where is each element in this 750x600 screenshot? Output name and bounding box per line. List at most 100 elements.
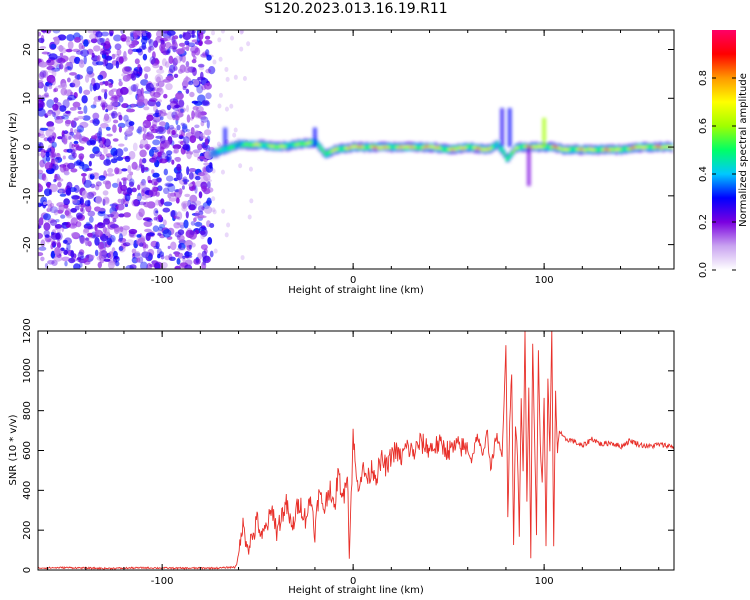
noise-speckle [166, 111, 174, 120]
noise-speckle [211, 196, 216, 202]
noise-speckle [197, 205, 205, 212]
noise-speckle [106, 237, 113, 246]
signal-band-cell [526, 145, 529, 148]
noise-speckle [181, 123, 188, 130]
noise-speckle [92, 146, 100, 154]
noise-speckle [163, 35, 171, 42]
noise-speckle [91, 135, 98, 140]
noise-speckle [41, 51, 50, 55]
noise-speckle [53, 255, 63, 262]
signal-band-cell [324, 152, 327, 155]
noise-speckle [52, 103, 59, 111]
signal-band-cell [239, 143, 242, 146]
noise-speckle [71, 232, 80, 238]
signal-band-cell [608, 146, 611, 151]
noise-speckle [57, 34, 67, 41]
noise-speckle [155, 210, 159, 214]
noise-speckle [103, 218, 110, 225]
noise-speckle [122, 242, 131, 247]
noise-speckle [141, 178, 146, 186]
noise-speckle [218, 92, 223, 98]
snr-y-tick-label: 200 [22, 521, 33, 540]
signal-band-cell [322, 150, 325, 153]
noise-speckle [131, 199, 139, 207]
noise-speckle [104, 89, 108, 93]
noise-speckle [159, 65, 163, 71]
noise-speckle [87, 210, 96, 217]
noise-speckle [191, 100, 199, 104]
signal-band-cell [572, 147, 575, 151]
signal-band-cell [255, 142, 258, 146]
noise-speckle [57, 181, 62, 188]
signal-band-cell [640, 146, 644, 149]
noise-speckle [55, 152, 61, 161]
noise-speckle [197, 215, 207, 219]
noise-speckle [184, 65, 192, 74]
noise-speckle [58, 63, 64, 70]
signal-band-cell [507, 155, 511, 159]
noise-speckle [238, 163, 243, 169]
noise-speckle [101, 88, 106, 93]
noise-speckle [94, 150, 103, 157]
noise-speckle [166, 104, 171, 111]
noise-speckle [76, 129, 82, 133]
noise-speckle [156, 76, 161, 83]
noise-speckle [247, 214, 252, 220]
signal-band-cell [611, 147, 614, 151]
noise-speckle [120, 184, 128, 192]
noise-speckle [38, 108, 46, 117]
signal-band-cell [624, 147, 627, 150]
noise-speckle [189, 230, 195, 236]
noise-speckle [132, 142, 138, 152]
signal-band-cell [377, 146, 380, 149]
signal-band-cell [319, 146, 323, 150]
signal-band-cell [617, 147, 621, 151]
noise-speckle [186, 244, 192, 251]
signal-band-cell [448, 148, 451, 151]
signal-band-cell [535, 146, 538, 149]
noise-speckle [184, 40, 190, 46]
colorbar-tick-label: 0.4 [698, 166, 709, 182]
signal-band-cell [496, 143, 499, 147]
signal-band-cell [271, 145, 275, 148]
noise-speckle [167, 183, 176, 193]
noise-speckle [155, 101, 161, 107]
noise-speckle [71, 194, 80, 200]
noise-speckle [83, 105, 88, 114]
noise-speckle [154, 262, 161, 269]
noise-speckle [203, 82, 212, 90]
noise-speckle [47, 204, 53, 212]
noise-speckle [83, 89, 91, 96]
signal-band-cell [299, 143, 302, 146]
signal-flare [223, 127, 228, 148]
noise-speckle [185, 211, 189, 219]
signal-band-cell [235, 144, 238, 148]
noise-speckle [224, 66, 229, 72]
noise-speckle [201, 99, 210, 105]
noise-speckle [78, 153, 85, 160]
noise-speckle [65, 49, 72, 53]
noise-speckle [54, 224, 63, 229]
noise-speckle [56, 57, 66, 64]
noise-speckle [137, 184, 141, 191]
noise-speckle [178, 136, 185, 140]
signal-band-cell [546, 146, 550, 149]
signal-band-cell [418, 146, 421, 149]
noise-speckle [166, 156, 171, 161]
noise-speckle [158, 224, 166, 229]
noise-speckle [183, 136, 190, 145]
noise-speckle [126, 108, 135, 113]
noise-speckle [73, 117, 79, 121]
noise-speckle [114, 167, 120, 175]
signal-band-cell [590, 148, 593, 151]
noise-speckle [73, 140, 79, 145]
signal-band-cell [287, 145, 291, 148]
noise-speckle [74, 74, 84, 80]
signal-band-cell [656, 145, 660, 148]
noise-speckle [133, 240, 139, 249]
noise-speckle [45, 236, 51, 244]
noise-speckle [93, 45, 101, 52]
noise-speckle [45, 155, 51, 162]
noise-speckle [82, 258, 89, 262]
